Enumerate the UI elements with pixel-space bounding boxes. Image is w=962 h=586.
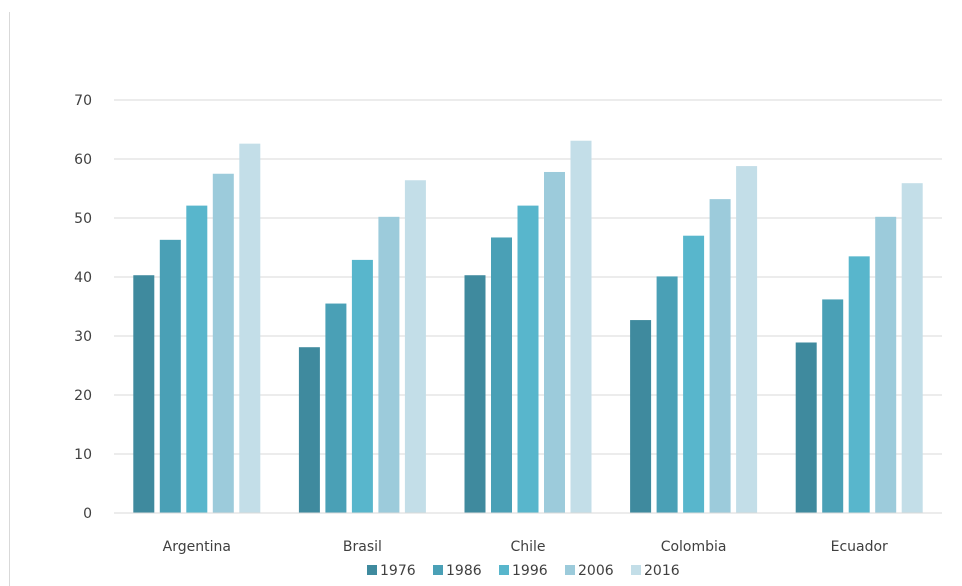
legend: 1976 1986 1996 2006 2016 [367, 563, 680, 579]
bar-2016-chile [570, 140, 592, 513]
y-tick-label: 10 [74, 447, 92, 463]
legend-label: 2016 [644, 563, 680, 579]
legend-swatch [565, 565, 575, 575]
bar-2016-colombia [736, 166, 758, 513]
legend-swatch [433, 565, 443, 575]
legend-label: 1976 [380, 563, 416, 579]
panel-border [9, 12, 10, 586]
bar-1976-colombia [630, 320, 652, 513]
legend-label: 1986 [446, 563, 482, 579]
bar-1976-ecuador [795, 342, 817, 513]
bar-1996-brasil [351, 259, 373, 513]
legend-swatch [631, 565, 641, 575]
y-tick-label: 50 [74, 211, 92, 227]
bar-2006-brasil [378, 216, 400, 513]
bar-1996-argentina [186, 205, 208, 514]
bars [133, 140, 923, 514]
bar-1986-chile [491, 237, 512, 513]
bar-1976-brasil [298, 347, 320, 513]
bar-1986-argentina [159, 239, 181, 513]
category-label: Ecuador [831, 539, 888, 555]
bar-1986-colombia [656, 276, 678, 513]
y-tick-label: 40 [74, 270, 92, 286]
category-label: Argentina [163, 539, 231, 555]
bar-2006-colombia [709, 199, 731, 513]
bar-1996-chile [517, 205, 539, 514]
legend-swatch [367, 565, 377, 575]
bar-2006-argentina [212, 173, 234, 513]
bar-1976-chile [464, 275, 486, 513]
bar-1996-colombia [683, 235, 705, 513]
bar-1986-brasil [325, 303, 347, 513]
y-tick-label: 20 [74, 388, 92, 404]
y-tick-label: 70 [74, 93, 92, 109]
bar-2016-argentina [239, 143, 261, 513]
bar-1986-ecuador [822, 299, 844, 513]
bar-1976-argentina [133, 275, 155, 513]
bar-2006-chile [544, 171, 565, 514]
y-axis-tick-labels: 0 10 20 30 40 50 60 70 [74, 93, 92, 522]
bar-1996-ecuador [848, 256, 870, 513]
legend-label: 1996 [512, 563, 548, 579]
y-tick-label: 30 [74, 329, 92, 345]
category-label: Colombia [661, 539, 727, 555]
bar-2016-ecuador [901, 183, 923, 513]
category-label: Brasil [343, 539, 382, 555]
category-label: Chile [510, 539, 545, 555]
category-labels: Argentina Brasil Chile Colombia Ecuador [163, 539, 888, 555]
bar-2006-ecuador [875, 216, 897, 513]
bar-2016-brasil [404, 180, 426, 514]
legend-swatch [499, 565, 509, 575]
y-tick-label: 0 [83, 506, 92, 522]
legend-label: 2006 [578, 563, 614, 579]
y-tick-label: 60 [74, 152, 92, 168]
